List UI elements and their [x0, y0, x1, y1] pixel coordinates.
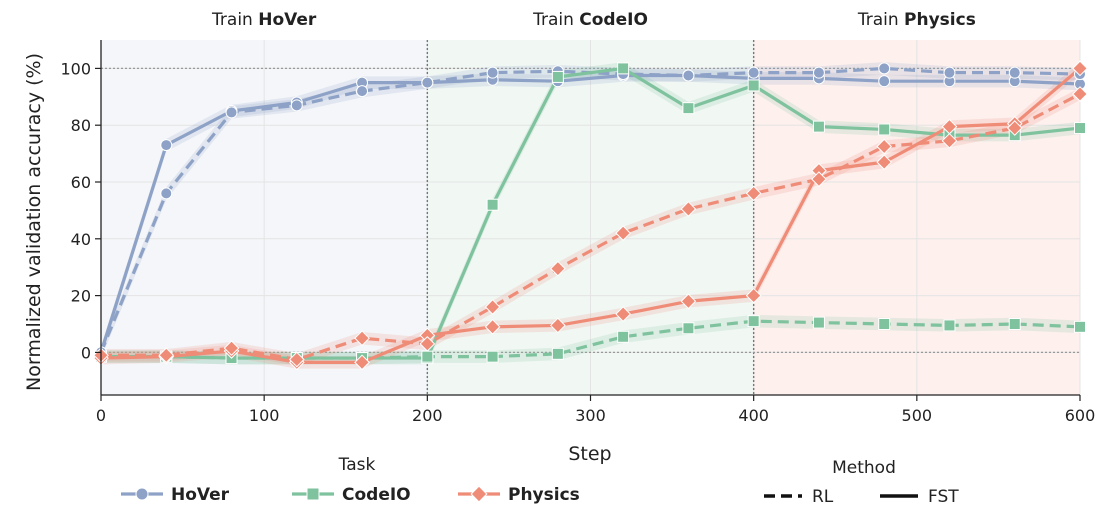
physics-rl-point — [158, 347, 175, 364]
codeio-fst-point — [682, 102, 695, 115]
x-tick-label: 100 — [249, 406, 280, 425]
legend-task-title: Task — [338, 455, 376, 475]
legend-label-codeio: CodeIO — [342, 485, 411, 505]
codeio-fst-point — [747, 79, 760, 92]
codeio-fst-point — [486, 198, 499, 211]
reference-lines — [101, 40, 1080, 395]
hover-rl-point — [486, 66, 499, 79]
x-tick-label: 500 — [902, 406, 933, 425]
physics-fst-line — [100, 67, 1082, 364]
phase-label-codeio: Train CodeIO — [532, 10, 648, 30]
y-tick-label: 0 — [81, 343, 91, 362]
physics-rl-point — [484, 299, 501, 315]
legend-label-rl: RL — [812, 487, 834, 506]
physics-fst-point — [1072, 60, 1088, 77]
physics-rl-point — [745, 185, 762, 202]
hover-rl-point — [1008, 66, 1021, 79]
physics-rl-point — [550, 260, 566, 277]
physics-rl-point — [223, 340, 240, 356]
tick-labels: 0 20 40 60 80 100 0 100 200 300 400 500 600 — [60, 59, 1095, 425]
hover-rl-point — [878, 62, 891, 75]
physics-rl-point — [941, 132, 958, 149]
hover-rl-point — [682, 69, 695, 82]
phase-label-physics: Train Physics — [857, 10, 976, 30]
codeio-fst-point — [878, 123, 891, 136]
physics-fst-point — [615, 306, 631, 322]
hover-fst-point — [878, 75, 891, 88]
x-tick-label: 300 — [575, 406, 606, 425]
codeio-rl-point — [747, 315, 760, 328]
hover-fst-point — [160, 139, 173, 152]
y-tick-label: 40 — [71, 230, 91, 249]
physics-fst-point — [354, 354, 370, 371]
hover-rl-point — [225, 106, 238, 119]
hover-rl-point — [160, 187, 173, 200]
codeio-rl-point — [486, 350, 499, 363]
legend-marker-hover — [135, 487, 149, 501]
codeio-rl-point — [1074, 320, 1086, 333]
hover-rl-point — [747, 66, 760, 79]
legend-marker-codeio — [306, 487, 320, 501]
codeio-rl-point — [943, 319, 956, 332]
legend-label-physics: Physics — [508, 485, 580, 505]
codeio-rl-point — [878, 318, 891, 330]
codeio-fst-point — [551, 70, 564, 83]
y-tick-label: 100 — [60, 59, 91, 78]
hover-rl-point — [356, 85, 369, 98]
physics-fst-point — [680, 293, 697, 310]
codeio-rl-point — [551, 347, 564, 360]
physics-rl-line — [101, 92, 1081, 362]
hover-rl-point — [943, 66, 956, 79]
x-tick-label: 600 — [1065, 406, 1096, 425]
legend-label-fst: FST — [928, 487, 959, 506]
codeio-rl-point — [1008, 318, 1021, 330]
codeio-rl-band — [101, 314, 1080, 365]
physics-rl-point — [419, 336, 436, 352]
codeio-rl-point — [421, 350, 434, 363]
physics-rl-point — [354, 330, 370, 347]
x-tick-label: 0 — [96, 406, 106, 425]
physics-rl-point — [811, 171, 827, 188]
codeio-fst-point — [617, 62, 630, 75]
legend-marker-physics — [470, 485, 488, 503]
codeio-fst-point — [1074, 122, 1086, 135]
codeio-rl-point — [617, 330, 630, 343]
hover-rl-point — [421, 76, 434, 89]
physics-rl-point — [1072, 86, 1088, 102]
y-tick-label: 60 — [71, 173, 91, 192]
codeio-fst-point — [812, 120, 825, 133]
physics-rl-point — [615, 225, 631, 241]
legend-method-title: Method — [832, 458, 896, 478]
hover-rl-point — [812, 66, 825, 79]
phase-labels: Train HoVer Train CodeIO Train Physics — [211, 10, 976, 30]
codeio-rl-point — [812, 316, 825, 329]
y-axis-title: Normalized validation accuracy (%) — [23, 53, 45, 391]
legend-label-hover: HoVer — [171, 485, 230, 505]
physics-fst-point — [550, 317, 566, 334]
physics-fst-point — [484, 318, 501, 335]
hover-fst-line — [99, 73, 1081, 353]
series-markers — [93, 60, 1088, 371]
physics-rl-point — [288, 351, 305, 368]
x-tick-label: 400 — [738, 406, 769, 425]
confidence-bands — [101, 62, 1080, 369]
physics-rl-point — [876, 138, 893, 155]
phase-label-hover: Train HoVer — [211, 10, 317, 30]
legend: Task Method HoVer CodeIO Physics RL FST — [121, 455, 959, 506]
physics-rl-point — [680, 201, 697, 217]
axes — [95, 40, 1081, 401]
hover-rl-point — [290, 99, 303, 112]
codeio-rl-point — [682, 322, 695, 335]
x-tick-label: 200 — [412, 406, 443, 425]
physics-rl-point — [1006, 120, 1023, 136]
y-tick-label: 20 — [71, 287, 91, 306]
series-lines — [99, 66, 1082, 364]
x-axis-title: Step — [568, 443, 611, 465]
y-tick-label: 80 — [71, 116, 91, 135]
physics-fst-point — [745, 287, 762, 304]
physics-fst-point — [876, 154, 893, 170]
